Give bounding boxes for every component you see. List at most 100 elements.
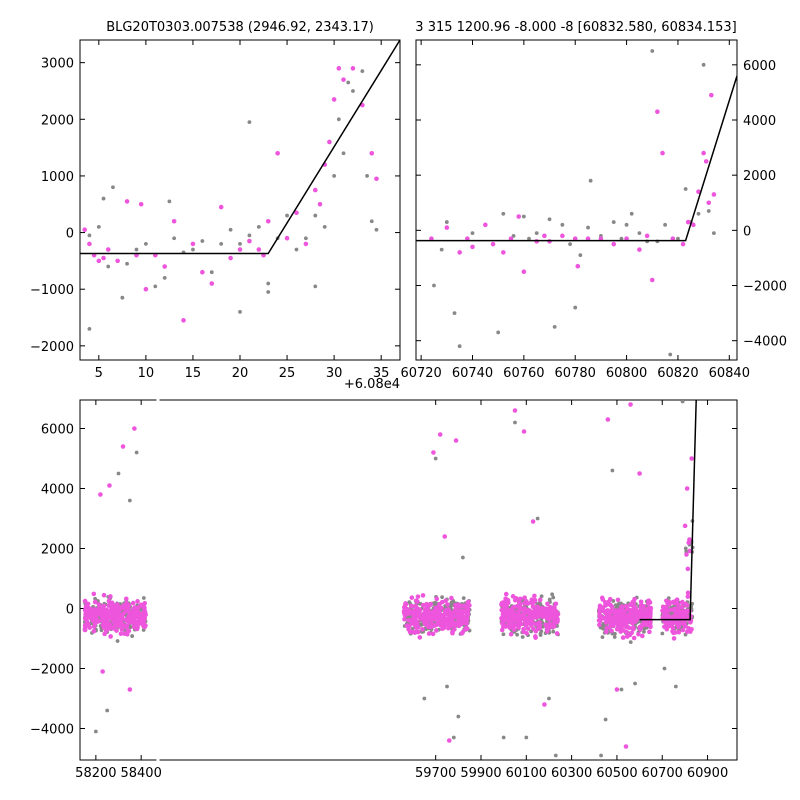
data-point	[503, 624, 508, 629]
data-point	[526, 614, 532, 620]
data-point	[98, 492, 103, 497]
data-point	[503, 591, 509, 597]
points-layer	[416, 49, 737, 357]
data-point	[331, 97, 337, 102]
data-point	[511, 627, 517, 632]
data-point	[508, 614, 514, 620]
data-point	[403, 602, 408, 608]
data-point	[616, 623, 621, 629]
x-tick-label: 59700	[415, 766, 456, 781]
data-point	[512, 408, 518, 413]
data-point	[414, 620, 420, 626]
data-point	[615, 597, 621, 603]
data-point	[456, 714, 461, 719]
data-point	[531, 626, 536, 632]
y-tick-label: 4000	[743, 114, 776, 129]
y-tick-label: 6000	[743, 59, 776, 74]
data-point	[680, 627, 686, 633]
data-point	[138, 201, 144, 207]
data-point	[647, 629, 652, 635]
data-point	[88, 611, 93, 617]
data-point	[514, 617, 520, 623]
data-point	[685, 590, 691, 596]
data-point	[661, 613, 667, 619]
data-point	[266, 290, 271, 294]
data-point	[603, 629, 609, 635]
data-point	[426, 631, 432, 636]
points-layer	[80, 40, 400, 331]
data-point	[545, 606, 550, 612]
data-point	[322, 225, 327, 229]
data-point	[588, 178, 593, 183]
data-point	[535, 609, 541, 614]
data-point	[675, 623, 681, 628]
data-point	[285, 213, 289, 218]
data-point	[600, 597, 606, 602]
data-point	[521, 269, 527, 275]
data-point	[624, 222, 629, 227]
data-point	[682, 623, 687, 628]
data-point	[137, 621, 143, 626]
y-tick-label: 2000	[41, 543, 74, 558]
data-point	[513, 612, 519, 618]
chart-top-right: 3 315 1200.96 -8.000 -8 [60832.580, 6083…	[400, 20, 787, 381]
data-point	[452, 311, 457, 316]
data-point	[91, 628, 97, 634]
data-point	[127, 687, 133, 692]
data-point	[247, 120, 252, 125]
data-point	[517, 612, 523, 617]
data-point	[439, 247, 444, 252]
data-point	[540, 613, 546, 618]
data-point	[127, 498, 132, 503]
data-point	[413, 603, 419, 609]
data-point	[645, 601, 651, 607]
data-point	[539, 594, 544, 599]
data-point	[511, 233, 516, 238]
data-point	[687, 548, 693, 554]
data-point	[134, 626, 140, 632]
data-point	[467, 603, 472, 608]
data-point	[93, 596, 98, 601]
data-point	[520, 635, 525, 639]
data-point	[684, 486, 690, 491]
data-point	[668, 352, 673, 357]
data-point	[181, 318, 186, 323]
data-point	[531, 614, 536, 620]
data-point	[411, 616, 416, 621]
data-point	[517, 596, 523, 602]
data-point	[116, 471, 121, 476]
data-point	[434, 610, 439, 616]
data-point	[674, 612, 679, 617]
x-tick-label: 58400	[120, 766, 161, 781]
data-point	[327, 139, 332, 145]
data-point	[628, 640, 633, 644]
data-point	[106, 621, 112, 626]
x-tick-label: 5	[95, 366, 103, 381]
data-point	[114, 628, 119, 633]
data-point	[624, 236, 629, 241]
data-point	[350, 66, 356, 71]
data-point	[336, 117, 341, 122]
x-tick-label: 25	[279, 366, 296, 381]
data-point	[82, 227, 88, 233]
data-point	[503, 608, 509, 614]
data-point	[604, 602, 610, 607]
data-point	[667, 601, 672, 607]
data-point	[523, 607, 529, 613]
data-point	[614, 687, 620, 692]
data-point	[545, 601, 550, 607]
data-point	[660, 608, 665, 613]
data-point	[525, 620, 531, 626]
data-point	[530, 519, 536, 524]
data-point	[444, 225, 450, 230]
data-point	[680, 241, 686, 247]
data-point	[429, 621, 435, 627]
data-point	[684, 552, 689, 557]
data-point	[463, 626, 469, 631]
data-point	[550, 592, 555, 597]
data-point	[119, 614, 125, 619]
data-point	[117, 605, 123, 611]
data-point	[120, 623, 126, 628]
data-point	[460, 555, 465, 560]
